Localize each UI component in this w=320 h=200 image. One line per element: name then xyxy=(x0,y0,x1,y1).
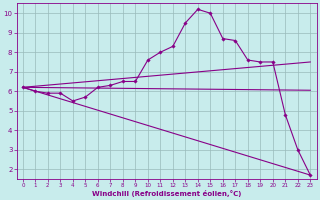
X-axis label: Windchill (Refroidissement éolien,°C): Windchill (Refroidissement éolien,°C) xyxy=(92,190,241,197)
